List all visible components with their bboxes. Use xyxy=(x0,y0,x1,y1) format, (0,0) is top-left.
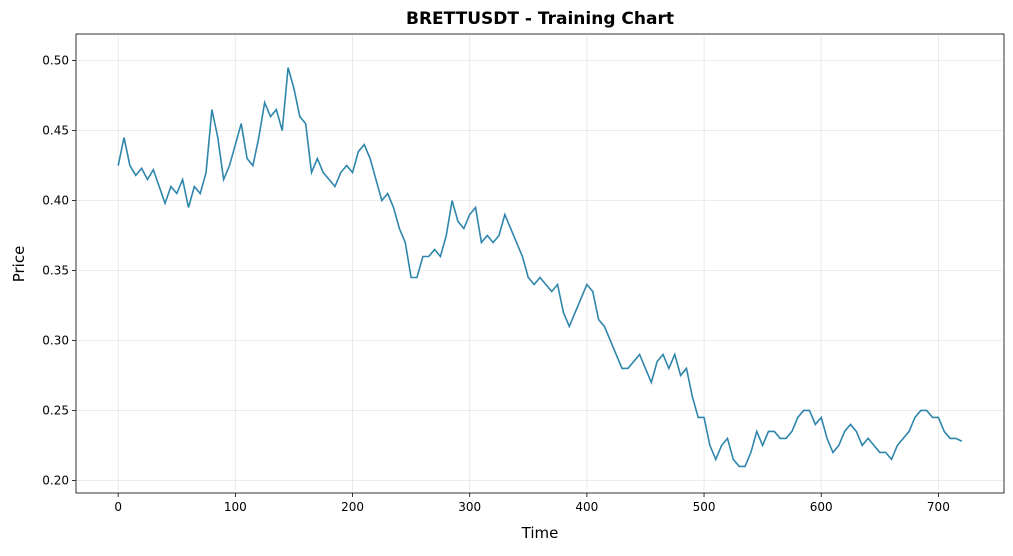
price-line xyxy=(117,67,963,468)
y-tick-label: 0.35 xyxy=(42,263,69,277)
x-tick-label: 200 xyxy=(341,500,364,514)
y-tick-label: 0.50 xyxy=(42,54,69,68)
x-axis-label: Time xyxy=(521,524,559,542)
x-tick-label: 300 xyxy=(458,500,481,514)
y-tick-label: 0.45 xyxy=(42,124,69,138)
y-tick-label: 0.25 xyxy=(42,403,69,417)
y-tick-label: 0.30 xyxy=(42,333,69,347)
x-tick-label: 0 xyxy=(114,500,122,514)
y-tick-label: 0.20 xyxy=(42,473,69,487)
x-tick-label: 400 xyxy=(575,500,598,514)
y-axis-label: Price xyxy=(10,246,28,283)
plot-frame xyxy=(75,33,1005,494)
x-tick-label: 500 xyxy=(693,500,716,514)
x-tick-label: 600 xyxy=(810,500,833,514)
x-tick-label: 700 xyxy=(927,500,950,514)
y-tick-label: 0.40 xyxy=(42,194,69,208)
x-tick-label: 100 xyxy=(224,500,247,514)
chart-title: BRETTUSDT - Training Chart xyxy=(406,9,674,29)
